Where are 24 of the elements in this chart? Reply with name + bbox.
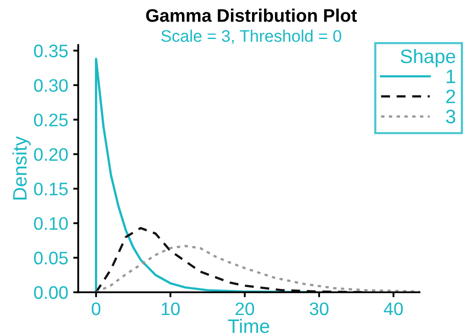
chart-title: Gamma Distribution Plot [146,8,357,22]
x-tick-label: 30 [310,302,328,316]
y-tick-label: 0.10 [34,217,68,230]
y-tick-label: 0.20 [34,148,68,161]
line-series [94,58,310,292]
x-tick-label: 0 [92,302,100,316]
legend-label: 1 [446,70,456,84]
y-tick-label: 0.05 [34,252,68,264]
chart-subtitle: Scale = 3, Threshold = 0 [161,30,342,44]
x-tick-label: 40 [384,302,403,316]
y-tick-label: 0.25 [34,114,68,126]
y-tick-label: 0.30 [34,79,68,92]
line-series [94,244,420,292]
y-tick-label: 0.00 [34,286,68,299]
y-tick-label: 0.35 [34,44,68,58]
legend-label: 2 [446,90,456,104]
line-series [94,226,365,292]
legend-title: Shape [400,48,456,68]
x-tick-label: 20 [236,302,254,316]
y-tick-label: 0.15 [34,182,68,196]
x-axis-title: Time [228,318,270,334]
legend-label: 3 [446,110,456,124]
y-axis-title: Density [12,136,31,200]
x-tick-label: 10 [162,302,180,316]
